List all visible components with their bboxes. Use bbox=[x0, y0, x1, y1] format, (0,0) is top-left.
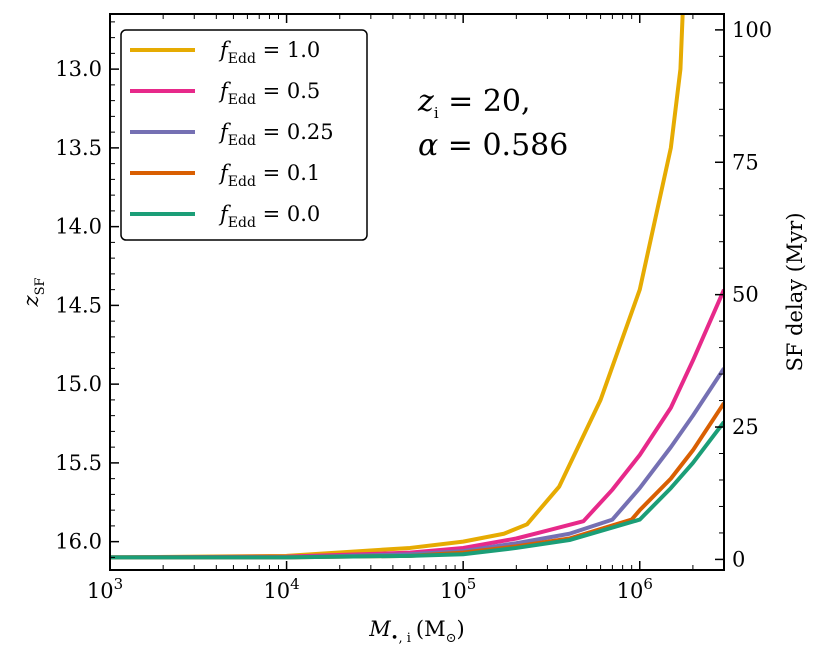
legend-label-0: fEdd = 1.0 bbox=[218, 38, 320, 67]
legend: fEdd = 1.0 fEdd = 0.5 fEdd = 0.25 fEdd = 0.… bbox=[120, 29, 368, 241]
y-axis-left: 13.0 13.5 14.0 14.5 15.0 15.5 16.0 bbox=[55, 21, 119, 558]
y-left-tick-label-5: 15.5 bbox=[55, 451, 102, 475]
x-axis-label: M•, i (M⊙) bbox=[368, 617, 464, 646]
y-left-tick-label-0: 13.0 bbox=[55, 57, 102, 81]
series-lines bbox=[110, 14, 724, 560]
plot-frame bbox=[109, 13, 725, 571]
series-line-4 bbox=[110, 420, 724, 560]
x-tick-label-0: 103 bbox=[87, 575, 123, 603]
y-right-tick-label-1: 25 bbox=[732, 415, 759, 439]
annotation-line-2: α = 0.586 bbox=[418, 128, 568, 163]
series-line-0 bbox=[110, 14, 685, 560]
legend-box bbox=[120, 29, 368, 241]
legend-label-4: fEdd = 0.0 bbox=[218, 202, 320, 231]
legend-label-1: fEdd = 0.5 bbox=[218, 79, 320, 108]
series-line-3 bbox=[110, 401, 724, 560]
x-tick-label-3: 106 bbox=[617, 575, 653, 603]
annotation-line-1: zi = 20, bbox=[417, 84, 531, 122]
y-left-tick-label-4: 15.0 bbox=[55, 372, 102, 396]
x-tick-label-1: 104 bbox=[263, 575, 299, 603]
y-left-tick-label-2: 14.0 bbox=[55, 215, 102, 239]
y-right-tick-label-3: 75 bbox=[732, 150, 759, 174]
y-left-tick-label-1: 13.5 bbox=[55, 136, 102, 160]
y-left-tick-label-3: 14.5 bbox=[55, 293, 102, 317]
y-axis-right-label: SF delay (Myr) bbox=[783, 212, 807, 371]
y-axis-left-label: zSF bbox=[19, 277, 48, 307]
y-right-tick-label-2: 50 bbox=[732, 283, 759, 307]
y-right-tick-label-0: 0 bbox=[732, 547, 745, 571]
y-right-tick-label-4: 100 bbox=[732, 18, 772, 42]
x-tick-label-2: 105 bbox=[440, 575, 476, 603]
x-axis: 103 104 105 106 bbox=[87, 14, 725, 603]
legend-label-2: fEdd = 0.25 bbox=[218, 120, 334, 149]
y-left-tick-label-6: 16.0 bbox=[55, 530, 102, 554]
y-axis-right: 0 25 50 75 100 bbox=[715, 18, 772, 571]
legend-label-3: fEdd = 0.1 bbox=[218, 161, 320, 190]
